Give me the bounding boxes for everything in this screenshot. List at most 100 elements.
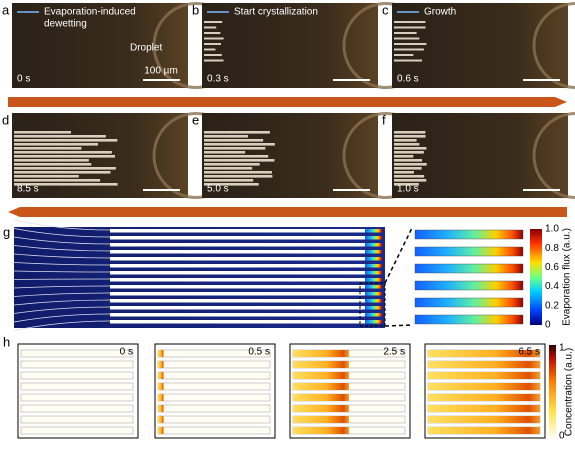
crystal-streak — [204, 32, 221, 34]
concentration-box — [424, 343, 546, 439]
concentration-fill — [158, 427, 164, 434]
channel-tip — [365, 278, 382, 282]
caption: Evaporation-induced — [44, 7, 136, 18]
crystal-streak — [14, 167, 116, 170]
colorbar — [530, 229, 542, 325]
crystal-streak — [394, 163, 427, 166]
crystal-streak — [394, 183, 419, 186]
concentration-fill — [428, 427, 540, 434]
zoom-strip — [414, 314, 524, 325]
crystal-streak — [394, 43, 427, 45]
concentration-fill — [428, 383, 540, 390]
channel-tip — [365, 306, 382, 310]
channel — [110, 243, 382, 247]
droplet — [532, 112, 575, 199]
scale-label: 100 µm — [144, 66, 178, 77]
streamline — [13, 228, 111, 238]
channel — [20, 360, 134, 369]
crystal-streak — [394, 159, 423, 162]
concentration-fill — [428, 350, 540, 357]
time-label: 0.5 s — [248, 347, 270, 358]
concentration-fill — [158, 361, 164, 368]
crystal-streak — [394, 54, 414, 56]
channel — [20, 349, 134, 358]
crystal-streak — [204, 26, 217, 29]
channel — [20, 382, 134, 391]
colorbar — [549, 345, 556, 438]
channel — [110, 278, 382, 282]
channel — [157, 371, 271, 380]
channel-tip — [365, 299, 382, 303]
caption: dewetting — [44, 19, 87, 30]
channel-tip — [365, 285, 382, 289]
micrograph — [392, 3, 568, 88]
time-label: 5.0 s — [207, 184, 229, 195]
crystal-streak — [394, 37, 420, 40]
colorbar-tick: 1 — [559, 343, 565, 354]
crystal-streak — [14, 163, 92, 166]
concentration-fill — [158, 372, 164, 379]
channel — [157, 382, 271, 391]
crystal-streak — [204, 151, 246, 154]
concentration-fill — [428, 361, 540, 368]
streamline — [13, 245, 111, 252]
crystal-streak — [204, 37, 224, 40]
concentration-fill — [293, 361, 349, 368]
caption: Start crystallization — [234, 7, 318, 18]
crystal-streak — [204, 179, 254, 182]
panel-letter: f — [382, 112, 386, 127]
crystal-streak — [14, 159, 89, 162]
streamline — [13, 292, 111, 297]
crystal-streak — [204, 171, 272, 174]
crystal-streak — [14, 171, 111, 174]
colorbar-tick: 1.0 — [545, 224, 559, 235]
channel — [110, 229, 382, 233]
crystal-streak — [394, 171, 414, 174]
time-label: 0 s — [17, 74, 30, 85]
channel — [110, 271, 382, 275]
crystal-streak — [394, 26, 426, 29]
time-label: 0 s — [120, 347, 133, 358]
channel — [157, 415, 271, 424]
concentration-fill — [293, 405, 349, 412]
crystal-streak — [14, 183, 118, 186]
zoom-strip — [414, 229, 524, 240]
concentration-fill — [428, 394, 540, 401]
crystal-streak — [14, 179, 101, 182]
crystal-streak — [204, 147, 266, 150]
crystal-streak — [204, 131, 270, 134]
crystal-streak — [14, 155, 116, 158]
colorbar-tick: 0 — [559, 431, 565, 442]
crystal-streak — [14, 175, 79, 178]
channel-tip — [365, 264, 382, 268]
streamline — [13, 285, 111, 289]
channel-tip — [365, 292, 382, 296]
streamline — [13, 219, 111, 231]
flux-field — [14, 227, 385, 328]
channel — [157, 426, 271, 435]
arrow-left — [8, 207, 567, 217]
crystal-streak — [394, 147, 427, 150]
channel — [157, 404, 271, 413]
crystal-streak — [14, 135, 106, 138]
crystal-streak — [204, 159, 275, 162]
channel — [110, 250, 382, 254]
crystal-streak — [204, 43, 221, 45]
droplet — [532, 2, 575, 89]
channel — [20, 393, 134, 402]
channel-tip — [365, 229, 382, 233]
concentration-fill — [293, 350, 349, 357]
crystal-streak — [204, 21, 223, 23]
channel-tip — [365, 271, 382, 275]
zoom-strip — [414, 297, 524, 308]
panel-letter: h — [3, 334, 10, 349]
concentration-fill — [428, 405, 540, 412]
panel-letter: a — [2, 2, 10, 17]
channel — [20, 404, 134, 413]
colorbar-tick: 0 — [545, 320, 551, 331]
zoom-strip — [414, 246, 524, 257]
crystal-streak — [204, 59, 224, 62]
channel — [110, 236, 382, 240]
zoom-strip — [414, 263, 524, 274]
arrow-right — [8, 97, 567, 107]
